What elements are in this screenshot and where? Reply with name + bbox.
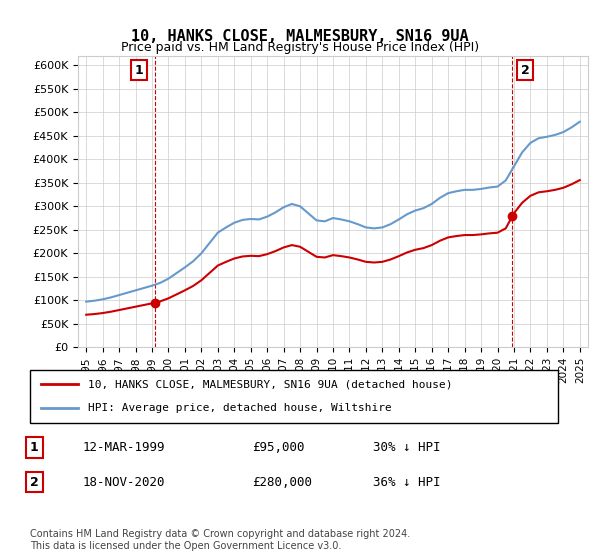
Text: £95,000: £95,000	[252, 441, 304, 454]
Text: £280,000: £280,000	[252, 475, 312, 489]
Text: 2: 2	[521, 64, 530, 77]
Text: 1: 1	[30, 441, 39, 454]
FancyBboxPatch shape	[30, 370, 558, 423]
Text: 2: 2	[30, 475, 39, 489]
Text: Price paid vs. HM Land Registry's House Price Index (HPI): Price paid vs. HM Land Registry's House …	[121, 41, 479, 54]
Text: HPI: Average price, detached house, Wiltshire: HPI: Average price, detached house, Wilt…	[88, 403, 392, 413]
Text: 30% ↓ HPI: 30% ↓ HPI	[373, 441, 440, 454]
Text: 36% ↓ HPI: 36% ↓ HPI	[373, 475, 440, 489]
Text: 1: 1	[134, 64, 143, 77]
Text: 12-MAR-1999: 12-MAR-1999	[83, 441, 166, 454]
Text: 18-NOV-2020: 18-NOV-2020	[83, 475, 166, 489]
Text: 10, HANKS CLOSE, MALMESBURY, SN16 9UA (detached house): 10, HANKS CLOSE, MALMESBURY, SN16 9UA (d…	[88, 380, 452, 390]
Text: 10, HANKS CLOSE, MALMESBURY, SN16 9UA: 10, HANKS CLOSE, MALMESBURY, SN16 9UA	[131, 29, 469, 44]
Text: Contains HM Land Registry data © Crown copyright and database right 2024.
This d: Contains HM Land Registry data © Crown c…	[30, 529, 410, 551]
